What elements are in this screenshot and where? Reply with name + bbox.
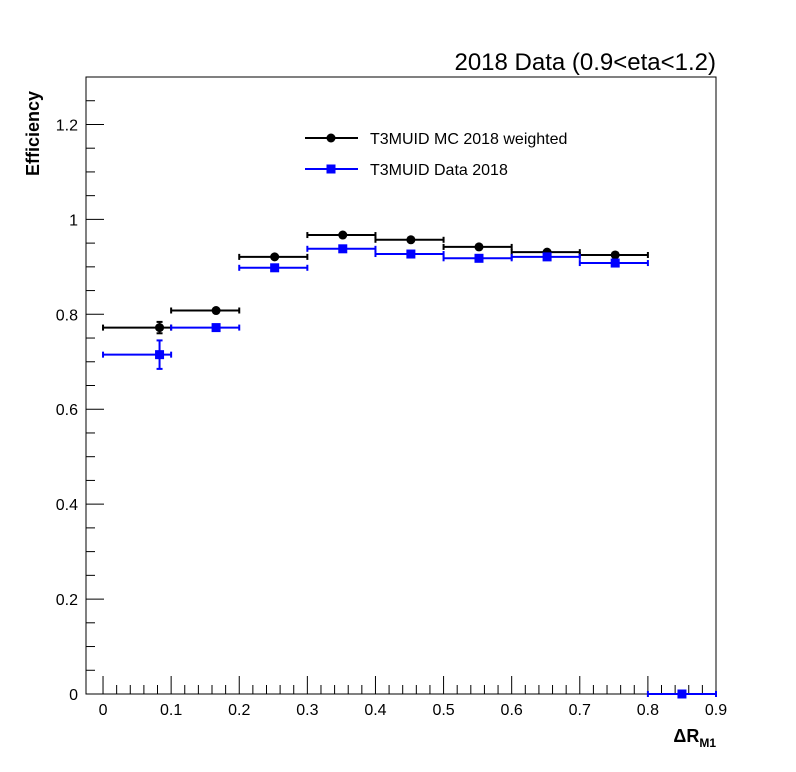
mc-point xyxy=(270,252,280,262)
y-tick-label: 0.6 xyxy=(56,402,78,419)
y-axis-label: Efficiency xyxy=(23,91,43,176)
x-tick-label: 0.4 xyxy=(364,702,386,719)
data-point xyxy=(474,253,484,263)
legend-label-mc: T3MUID MC 2018 weighted xyxy=(370,131,567,148)
x-tick-label: 0 xyxy=(99,702,108,719)
x-tick-label: 0.1 xyxy=(160,702,182,719)
legend-marker-mc xyxy=(326,133,336,143)
y-tick-label: 0.4 xyxy=(56,497,78,514)
x-tick-label: 0.8 xyxy=(637,702,659,719)
x-axis-label-main: ΔR xyxy=(673,726,699,746)
data-point xyxy=(338,244,348,254)
y-tick-label: 0.8 xyxy=(56,307,78,324)
x-axis-label-sub: M1 xyxy=(699,736,716,750)
x-axis-label: ΔRM1 xyxy=(673,726,716,750)
mc-point xyxy=(211,306,221,316)
x-tick-label: 0.6 xyxy=(501,702,523,719)
mc-point xyxy=(155,323,165,333)
y-tick-label: 1 xyxy=(69,212,78,229)
x-tick-label: 0.2 xyxy=(228,702,250,719)
mc-point xyxy=(474,242,484,252)
data-point xyxy=(211,323,221,333)
data-point xyxy=(406,249,416,259)
data-point xyxy=(270,263,280,273)
y-tick-label: 1.2 xyxy=(56,117,78,134)
data-point xyxy=(542,252,552,262)
mc-point xyxy=(338,230,348,240)
legend: T3MUID MC 2018 weighted T3MUID Data 2018 xyxy=(305,131,567,179)
x-tick-label: 0.5 xyxy=(432,702,454,719)
x-tick-label: 0.9 xyxy=(705,702,727,719)
mc-point xyxy=(406,235,416,245)
chart-title: 2018 Data (0.9<eta<1.2) xyxy=(454,49,716,76)
legend-label-data: T3MUID Data 2018 xyxy=(370,162,508,179)
y-tick-label: 0 xyxy=(69,687,78,704)
y-tick-label: 0.2 xyxy=(56,592,78,609)
x-tick-label: 0.7 xyxy=(569,702,591,719)
x-tick-label: 0.3 xyxy=(296,702,318,719)
data-point xyxy=(610,258,620,268)
mc-point xyxy=(610,250,620,260)
data-point xyxy=(677,689,687,699)
data-point xyxy=(155,350,165,360)
legend-marker-data xyxy=(326,164,336,174)
plot-area: 0 0.2 0.4 0.6 0.8 1 1.2 0 0.1 0.2 0.3 0.4 0.5 0.6 0.7 0… xyxy=(56,76,727,719)
